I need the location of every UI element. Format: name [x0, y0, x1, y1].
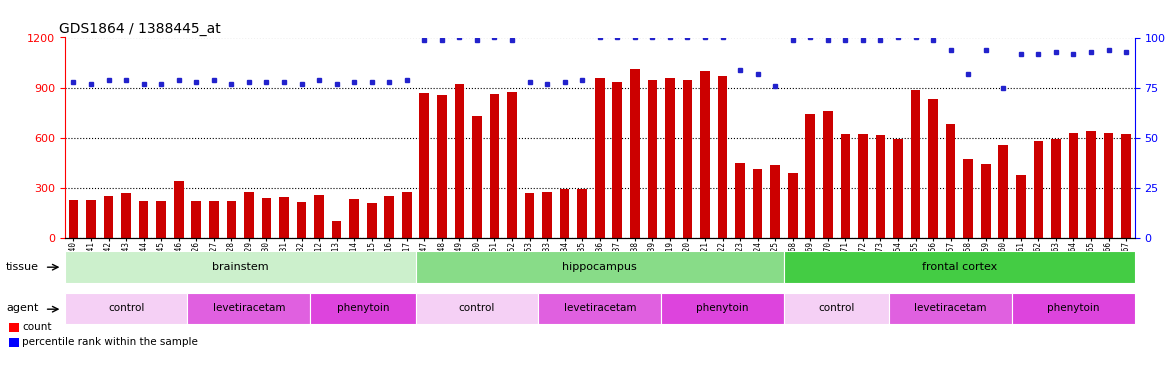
Bar: [539, 292, 661, 324]
Bar: [139, 201, 148, 238]
Bar: [415, 292, 539, 324]
Bar: [1121, 134, 1131, 238]
Bar: [700, 71, 710, 238]
Bar: [542, 192, 552, 238]
Bar: [666, 78, 675, 238]
Bar: [735, 163, 744, 238]
Bar: [332, 221, 341, 238]
Bar: [68, 200, 79, 238]
Bar: [65, 292, 187, 324]
Bar: [784, 292, 889, 324]
Bar: [806, 114, 815, 238]
Text: GDS1864 / 1388445_at: GDS1864 / 1388445_at: [59, 22, 221, 36]
Bar: [455, 84, 465, 238]
Bar: [841, 135, 850, 238]
Bar: [595, 78, 604, 238]
Bar: [784, 251, 1135, 283]
Bar: [613, 82, 622, 238]
Bar: [314, 195, 323, 238]
Bar: [963, 159, 973, 238]
Bar: [402, 192, 412, 238]
Bar: [910, 90, 921, 238]
Bar: [279, 197, 289, 238]
Bar: [858, 135, 868, 238]
Bar: [296, 202, 306, 238]
Bar: [1016, 176, 1025, 238]
Bar: [630, 69, 640, 238]
Bar: [876, 135, 886, 238]
Bar: [121, 193, 131, 238]
Bar: [823, 111, 833, 238]
Bar: [507, 92, 517, 238]
Bar: [187, 292, 310, 324]
Bar: [753, 169, 762, 238]
Text: phenytoin: phenytoin: [336, 303, 389, 313]
Bar: [770, 165, 780, 238]
Text: control: control: [818, 303, 855, 313]
Bar: [894, 140, 903, 238]
Bar: [385, 196, 394, 238]
Bar: [227, 201, 236, 238]
Bar: [788, 173, 797, 238]
Bar: [489, 94, 500, 238]
Bar: [1069, 133, 1078, 238]
Text: levetiracetam: levetiracetam: [563, 303, 636, 313]
Bar: [661, 292, 784, 324]
Bar: [1013, 292, 1135, 324]
Bar: [717, 76, 728, 238]
Bar: [349, 199, 359, 238]
Bar: [310, 292, 415, 324]
Bar: [648, 80, 657, 238]
Bar: [998, 146, 1008, 238]
Bar: [86, 200, 95, 238]
Bar: [420, 93, 429, 238]
Text: frontal cortex: frontal cortex: [922, 262, 997, 272]
Bar: [437, 95, 447, 238]
Bar: [1087, 131, 1096, 238]
Bar: [103, 196, 113, 238]
Text: hippocampus: hippocampus: [562, 262, 637, 272]
Text: levetiracetam: levetiracetam: [915, 303, 987, 313]
Bar: [472, 116, 482, 238]
Text: levetiracetam: levetiracetam: [213, 303, 285, 313]
Bar: [367, 203, 376, 238]
Text: agent: agent: [6, 303, 39, 313]
Bar: [209, 201, 219, 238]
Text: phenytoin: phenytoin: [696, 303, 749, 313]
Bar: [65, 251, 415, 283]
Bar: [261, 198, 272, 238]
Text: count: count: [22, 322, 52, 332]
Bar: [524, 193, 534, 238]
Text: phenytoin: phenytoin: [1047, 303, 1100, 313]
Bar: [1034, 141, 1043, 238]
Bar: [577, 189, 587, 238]
Bar: [1104, 133, 1114, 238]
Text: tissue: tissue: [6, 262, 39, 272]
Bar: [1051, 140, 1061, 238]
Bar: [928, 99, 938, 238]
Bar: [560, 189, 569, 238]
Bar: [192, 201, 201, 238]
Text: brainstem: brainstem: [212, 262, 268, 272]
Text: percentile rank within the sample: percentile rank within the sample: [22, 338, 199, 347]
Bar: [156, 201, 166, 238]
Bar: [174, 181, 183, 238]
Text: control: control: [459, 303, 495, 313]
Bar: [946, 124, 955, 238]
Text: control: control: [108, 303, 145, 313]
Bar: [415, 251, 784, 283]
Bar: [245, 192, 254, 238]
Bar: [889, 292, 1013, 324]
Bar: [981, 164, 990, 238]
Bar: [682, 80, 693, 238]
